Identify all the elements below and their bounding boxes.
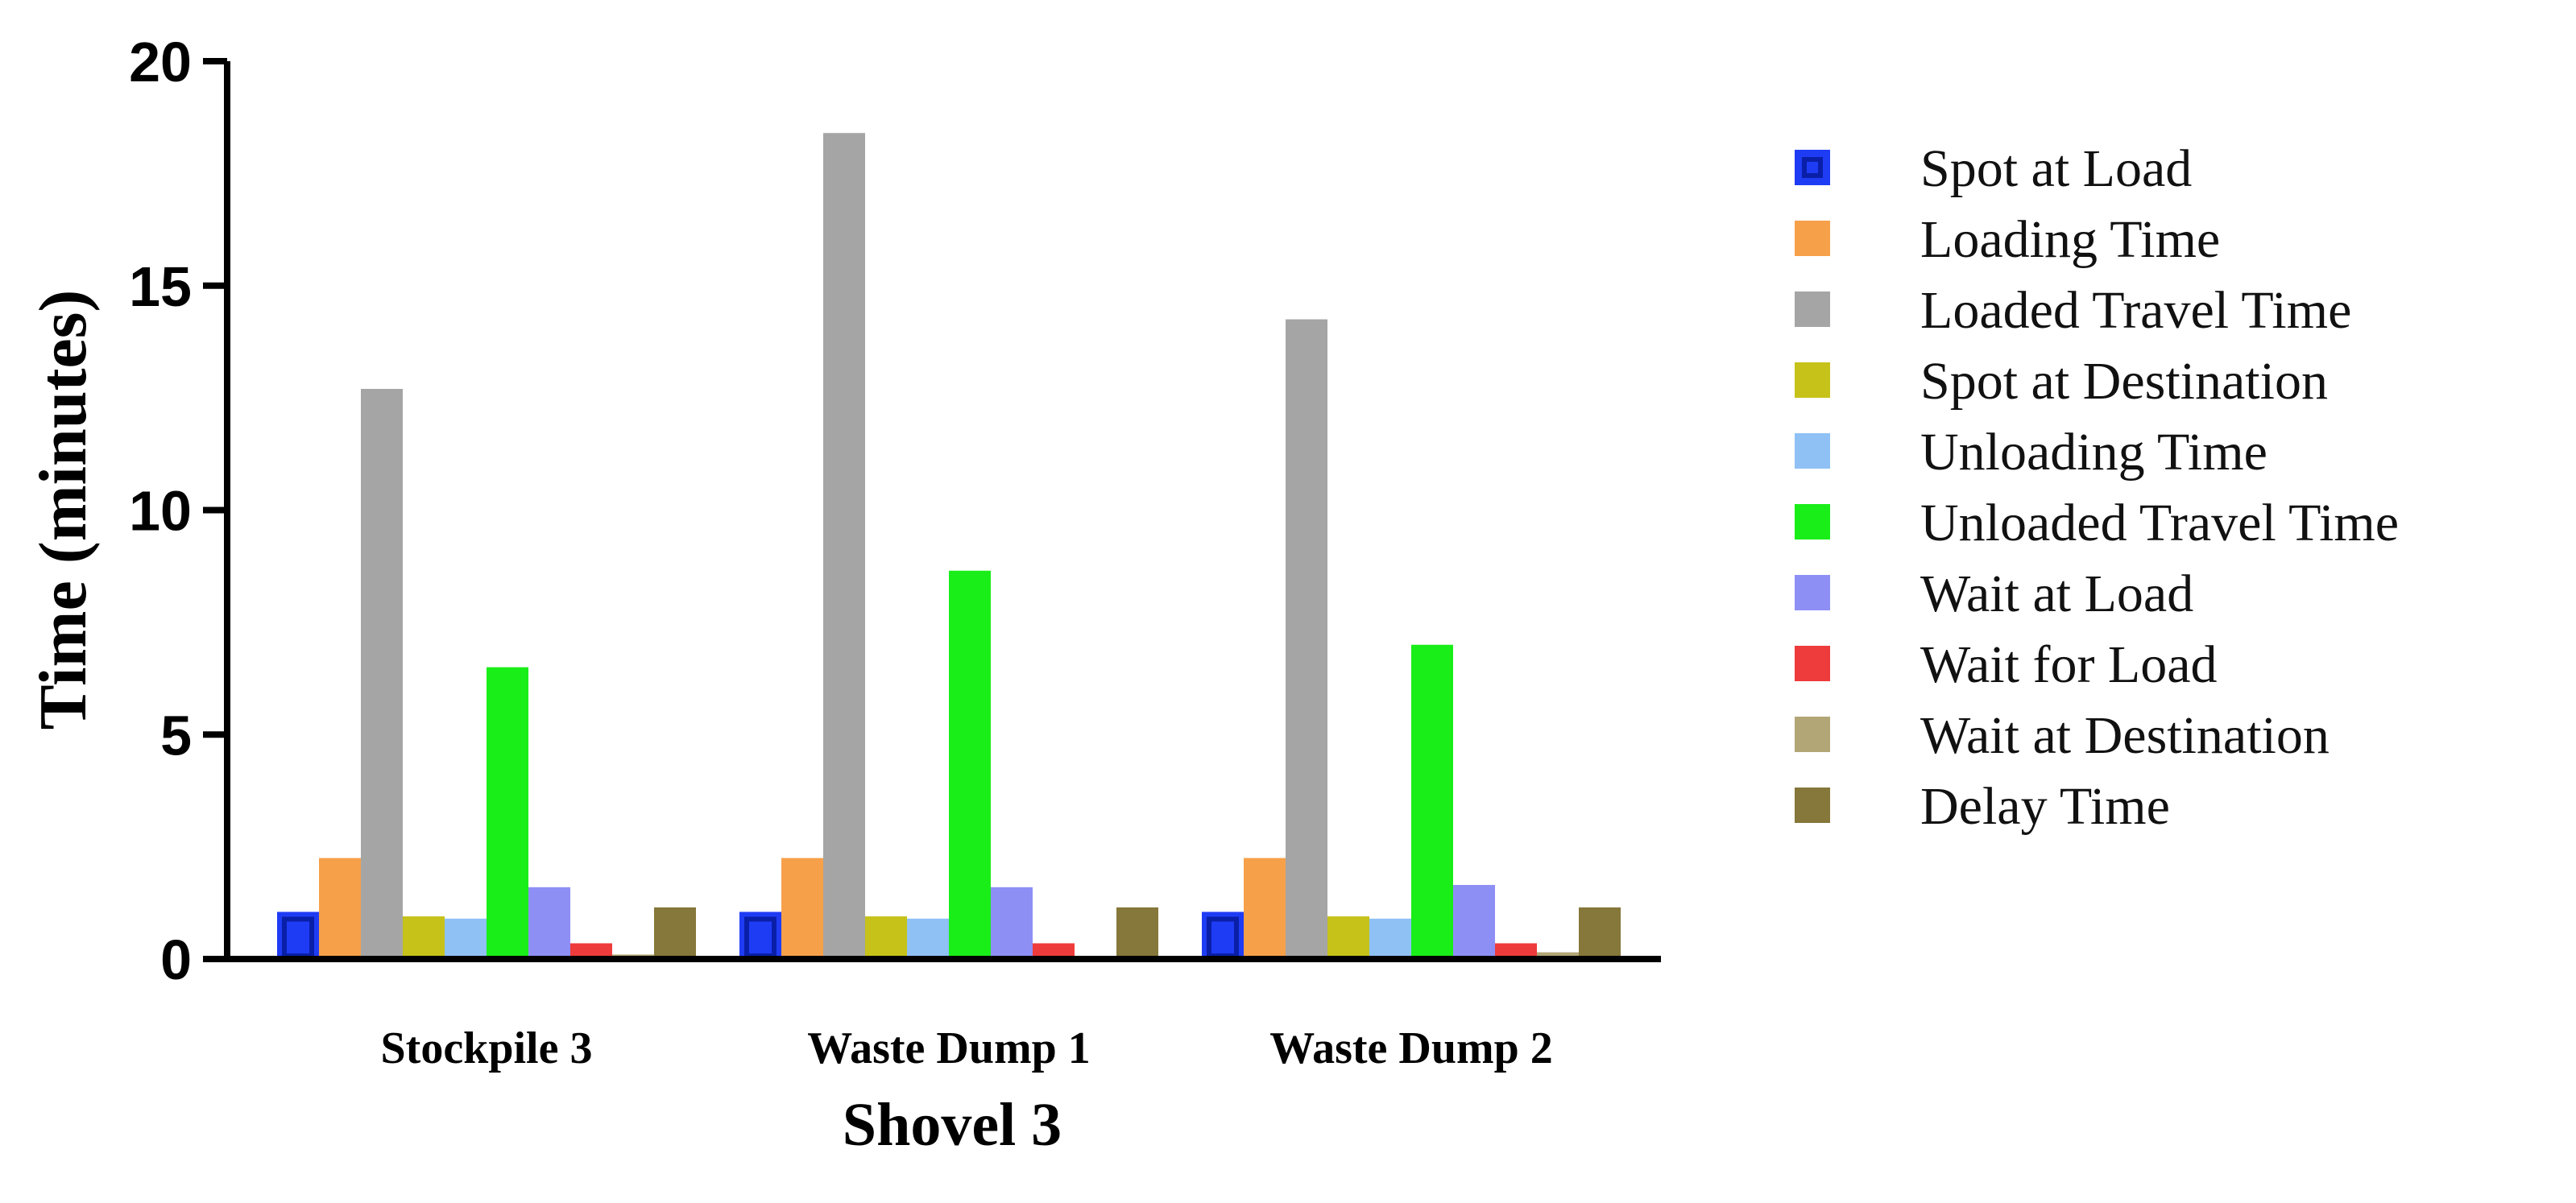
bar-unloaded-travel-time-1 xyxy=(949,570,991,959)
bar-spot-at-destination-0 xyxy=(403,916,445,959)
legend-swatch xyxy=(1795,150,1830,185)
legend-label: Unloading Time xyxy=(1920,423,2267,482)
x-category-label: Waste Dump 1 xyxy=(807,1023,1091,1073)
y-axis-title: Time (minutes) xyxy=(26,290,101,730)
bars-group xyxy=(277,133,1621,960)
bar-delay-time-2 xyxy=(1579,907,1621,959)
legend-label: Wait at Destination xyxy=(1920,706,2330,765)
bar-spot-at-destination-1 xyxy=(865,916,907,959)
x-categories-group: Stockpile 3 Waste Dump 1 Waste Dump 2 xyxy=(381,1023,1553,1073)
legend-swatch xyxy=(1795,575,1830,610)
bar-loading-time-2 xyxy=(1244,858,1286,959)
bar-loaded-travel-time-1 xyxy=(823,133,865,960)
legend-label: Wait for Load xyxy=(1920,635,2218,694)
x-axis-title: Shovel 3 xyxy=(843,1091,1062,1159)
legend: Spot at Load Loading Time Loaded Travel Ti… xyxy=(1795,139,2399,836)
bar-unloading-time-1 xyxy=(907,918,949,959)
bar-unloaded-travel-time-0 xyxy=(487,667,528,959)
bar-spot-at-destination-2 xyxy=(1327,916,1369,959)
legend-swatch xyxy=(1795,646,1830,681)
bar-wait-at-load-0 xyxy=(528,887,570,959)
legend-label: Spot at Load xyxy=(1920,139,2192,198)
x-category-label: Stockpile 3 xyxy=(381,1023,593,1073)
bar-loading-time-1 xyxy=(781,858,823,959)
bar-wait-at-destination-2 xyxy=(1537,952,1579,959)
bar-unloading-time-2 xyxy=(1369,918,1411,959)
y-ticks-group: 0 5 10 15 20 xyxy=(129,31,227,991)
legend-label: Spot at Destination xyxy=(1920,352,2328,411)
bar-loaded-travel-time-2 xyxy=(1286,319,1327,959)
y-tick-label: 15 xyxy=(129,255,192,318)
legend-swatch xyxy=(1795,433,1830,469)
y-tick-label: 10 xyxy=(129,480,192,543)
legend-label: Wait at Load xyxy=(1920,564,2193,623)
legend-swatch xyxy=(1795,788,1830,823)
bar-wait-at-load-1 xyxy=(991,887,1033,959)
bar-loaded-travel-time-0 xyxy=(361,388,403,960)
bar-unloaded-travel-time-2 xyxy=(1411,644,1453,959)
bar-unloading-time-0 xyxy=(445,918,487,959)
x-category-label: Waste Dump 2 xyxy=(1269,1023,1553,1073)
bar-wait-at-load-2 xyxy=(1453,885,1495,959)
y-tick-label: 0 xyxy=(160,928,192,991)
bar-wait-for-load-1 xyxy=(1033,943,1075,959)
legend-swatch-pattern xyxy=(1802,157,1823,178)
legend-swatch xyxy=(1795,291,1830,327)
legend-label: Loading Time xyxy=(1920,210,2220,269)
bar-loading-time-0 xyxy=(319,858,361,959)
legend-label: Loaded Travel Time xyxy=(1920,281,2351,340)
legend-label: Delay Time xyxy=(1920,777,2170,836)
y-tick-label: 5 xyxy=(160,704,192,767)
bar-wait-for-load-2 xyxy=(1495,943,1537,959)
legend-swatch xyxy=(1795,221,1830,256)
bar-delay-time-1 xyxy=(1116,907,1158,959)
legend-label: Unloaded Travel Time xyxy=(1920,494,2399,552)
legend-swatch xyxy=(1795,504,1830,539)
legend-swatch xyxy=(1795,362,1830,398)
bar-delay-time-0 xyxy=(654,907,696,959)
legend-swatch xyxy=(1795,717,1830,752)
y-tick-label: 20 xyxy=(129,31,192,93)
bar-wait-for-load-0 xyxy=(570,943,612,959)
